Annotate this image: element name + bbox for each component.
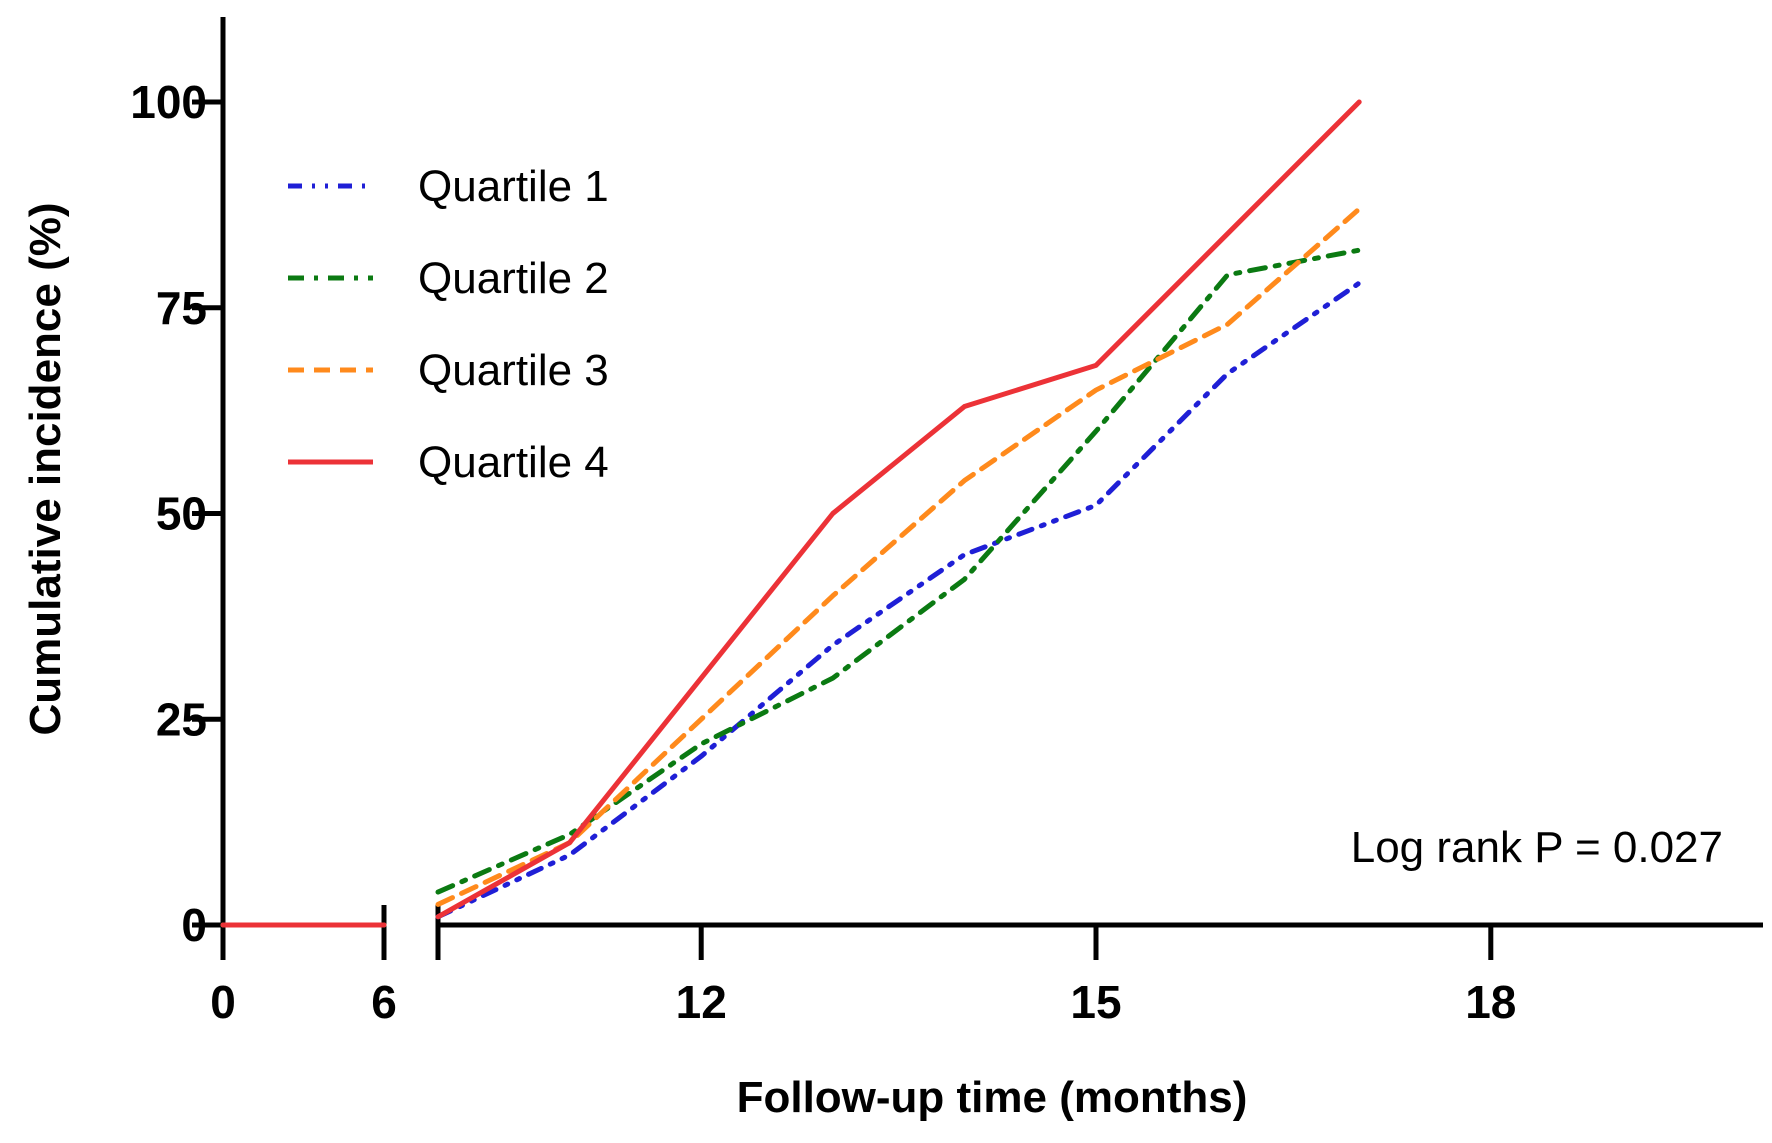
series-line-segment xyxy=(435,280,1362,920)
x-tick-label: 12 xyxy=(676,976,727,1028)
series-2 xyxy=(220,247,1362,928)
series-line-segment xyxy=(435,99,1362,920)
legend: Quartile 1 Quartile 2 Quartile 3 Quartile 4 xyxy=(288,162,609,487)
y-tick-label: 75 xyxy=(156,282,207,334)
series-1 xyxy=(220,280,1362,928)
series-4 xyxy=(220,99,1362,928)
series-line-segment xyxy=(435,206,1362,907)
log-rank-annotation: Log rank P = 0.027 xyxy=(1351,823,1723,872)
x-tick-label: 18 xyxy=(1465,976,1516,1028)
y-tick-label: 0 xyxy=(181,899,207,951)
series-lines xyxy=(220,99,1362,928)
x-tick-label: 0 xyxy=(210,976,236,1028)
legend-label: Quartile 2 xyxy=(418,254,609,303)
y-tick-label: 100 xyxy=(130,76,207,128)
y-tick-label: 25 xyxy=(156,693,207,745)
legend-label: Quartile 3 xyxy=(418,346,609,395)
series-line-segment xyxy=(435,247,1362,895)
x-tick-label: 15 xyxy=(1070,976,1121,1028)
y-tick-label: 50 xyxy=(156,488,207,540)
legend-label: Quartile 4 xyxy=(418,438,609,487)
legend-label: Quartile 1 xyxy=(418,162,609,211)
x-tick-label: 6 xyxy=(371,976,397,1028)
y-axis-label: Cumulative incidence (%) xyxy=(21,202,70,735)
axes: 0 25 50 75 100 0 6 12 15 18 xyxy=(130,17,1763,1028)
x-axis-label: Follow-up time (months) xyxy=(737,1073,1248,1122)
